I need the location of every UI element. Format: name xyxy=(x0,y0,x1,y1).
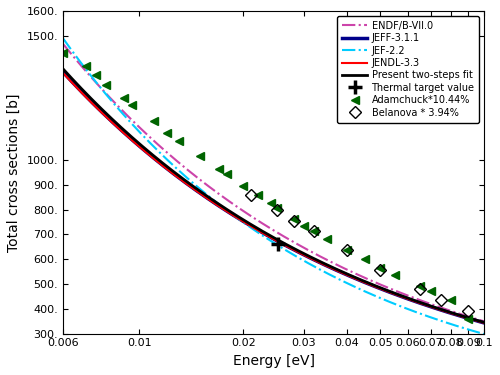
Adamchuck*10.44% xyxy=(344,248,350,253)
Belanova * 3.94% xyxy=(438,298,444,302)
Adamchuck*10.44% xyxy=(103,83,109,88)
Adamchuck*10.44% xyxy=(448,298,454,302)
JEF-2.2 xyxy=(60,36,66,40)
JENDL-3.3 xyxy=(471,318,477,322)
Adamchuck*10.44% xyxy=(466,317,471,321)
Belanova * 3.94% xyxy=(248,192,254,197)
Adamchuck*10.44% xyxy=(150,119,156,124)
Adamchuck*10.44% xyxy=(60,51,66,56)
Present two-steps fit xyxy=(406,296,411,300)
Adamchuck*10.44% xyxy=(94,73,100,78)
X-axis label: Energy [eV]: Energy [eV] xyxy=(232,354,314,368)
Line: JEFF-3.1.1: JEFF-3.1.1 xyxy=(63,72,484,323)
Belanova * 3.94% xyxy=(344,248,350,253)
Adamchuck*10.44% xyxy=(240,184,246,188)
Adamchuck*10.44% xyxy=(428,289,434,294)
JENDL-3.3 xyxy=(262,232,268,237)
ENDF/B-VII.0 xyxy=(310,251,316,255)
JEFF-3.1.1 xyxy=(471,318,477,322)
JEF-2.2 xyxy=(481,332,487,336)
ENDF/B-VII.0 xyxy=(471,316,477,321)
Adamchuck*10.44% xyxy=(224,171,230,176)
JEFF-3.1.1 xyxy=(60,70,66,74)
JEFF-3.1.1 xyxy=(310,257,316,262)
Adamchuck*10.44% xyxy=(416,284,422,289)
JEF-2.2 xyxy=(406,307,411,312)
JENDL-3.3 xyxy=(60,70,66,75)
ENDF/B-VII.0 xyxy=(406,294,411,298)
Adamchuck*10.44% xyxy=(268,201,274,206)
JENDL-3.3 xyxy=(288,246,294,250)
Adamchuck*10.44% xyxy=(310,229,316,234)
Belanova * 3.94% xyxy=(416,287,422,291)
Adamchuck*10.44% xyxy=(216,166,222,171)
Adamchuck*10.44% xyxy=(290,217,296,221)
Present two-steps fit xyxy=(288,245,294,249)
Line: JENDL-3.3: JENDL-3.3 xyxy=(63,73,484,323)
Legend: ENDF/B-VII.0, JEFF-3.1.1, JEF-2.2, JENDL-3.3, Present two-steps fit, Thermal tar: ENDF/B-VII.0, JEFF-3.1.1, JEF-2.2, JENDL… xyxy=(338,16,480,123)
JEF-2.2 xyxy=(471,329,477,333)
JENDL-3.3 xyxy=(406,297,411,301)
Line: Present two-steps fit: Present two-steps fit xyxy=(63,69,484,322)
JEFF-3.1.1 xyxy=(262,232,268,237)
Adamchuck*10.44% xyxy=(254,193,260,197)
Line: Belanova * 3.94%: Belanova * 3.94% xyxy=(246,190,472,315)
ENDF/B-VII.0 xyxy=(262,223,268,228)
ENDF/B-VII.0 xyxy=(260,222,266,226)
Present two-steps fit xyxy=(60,67,66,71)
Adamchuck*10.44% xyxy=(378,266,384,270)
JEFF-3.1.1 xyxy=(288,246,294,250)
Adamchuck*10.44% xyxy=(324,237,330,242)
Belanova * 3.94% xyxy=(378,268,384,273)
Adamchuck*10.44% xyxy=(120,96,126,100)
Adamchuck*10.44% xyxy=(392,273,398,278)
Belanova * 3.94% xyxy=(466,309,471,314)
ENDF/B-VII.0 xyxy=(481,319,487,324)
Adamchuck*10.44% xyxy=(301,224,307,228)
Belanova * 3.94% xyxy=(290,219,296,223)
Adamchuck*10.44% xyxy=(274,206,280,210)
ENDF/B-VII.0 xyxy=(60,42,66,46)
Y-axis label: Total cross sections [b]: Total cross sections [b] xyxy=(7,93,21,252)
Adamchuck*10.44% xyxy=(129,103,135,108)
JEF-2.2 xyxy=(310,264,316,268)
Line: ENDF/B-VII.0: ENDF/B-VII.0 xyxy=(63,44,484,321)
Adamchuck*10.44% xyxy=(197,154,203,158)
Line: JEF-2.2: JEF-2.2 xyxy=(63,38,484,334)
JEFF-3.1.1 xyxy=(406,297,411,301)
JEFF-3.1.1 xyxy=(481,321,487,325)
ENDF/B-VII.0 xyxy=(288,238,294,243)
Adamchuck*10.44% xyxy=(164,130,170,135)
JEF-2.2 xyxy=(260,234,266,238)
Belanova * 3.94% xyxy=(310,228,316,233)
JEF-2.2 xyxy=(262,235,268,240)
Belanova * 3.94% xyxy=(274,207,280,212)
Present two-steps fit xyxy=(481,320,487,325)
Adamchuck*10.44% xyxy=(176,139,182,144)
Adamchuck*10.44% xyxy=(362,257,368,261)
Adamchuck*10.44% xyxy=(83,63,89,68)
JENDL-3.3 xyxy=(310,258,316,262)
Present two-steps fit xyxy=(310,256,316,261)
JENDL-3.3 xyxy=(260,231,266,236)
Present two-steps fit xyxy=(262,231,268,235)
JEF-2.2 xyxy=(288,251,294,255)
Present two-steps fit xyxy=(260,230,266,234)
JENDL-3.3 xyxy=(481,321,487,325)
Present two-steps fit xyxy=(471,317,477,322)
JEFF-3.1.1 xyxy=(260,231,266,235)
Line: Adamchuck*10.44%: Adamchuck*10.44% xyxy=(59,49,472,323)
